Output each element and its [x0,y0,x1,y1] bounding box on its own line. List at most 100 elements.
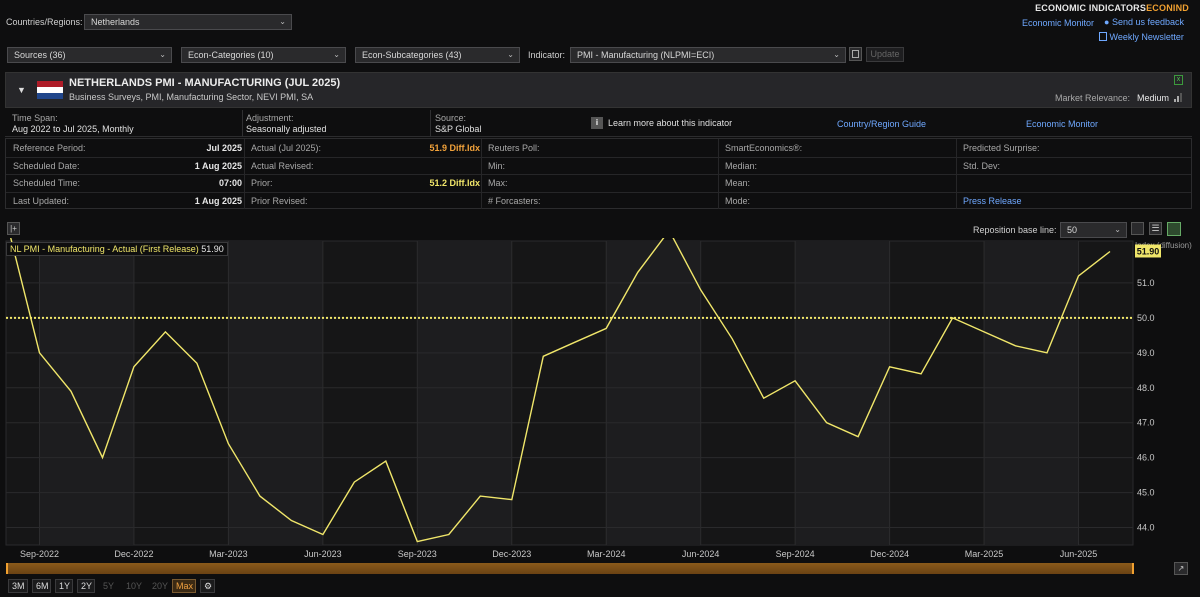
app-title-main: ECONOMIC INDICATORS [1035,3,1147,13]
chevron-down-icon: ⌄ [333,50,340,59]
y-tick-label: 47.0 [1137,418,1155,428]
table-cell-label: Reuters Poll: [488,143,540,153]
timeframe-button-5y[interactable]: 5Y [103,581,115,591]
table-row-divider [6,174,1191,175]
last-value-flag [1135,244,1161,258]
relevance-bar [1180,93,1182,102]
grid-band [39,241,134,545]
sources-select[interactable]: Sources (36) ⌄ [7,47,172,63]
econ-subcategories-value: Econ-Subcategories (43) [362,50,462,60]
table-cell-label: Last Updated: [13,195,70,206]
series-line [10,238,1111,543]
table-cell-value: 1 Aug 2025 [194,195,242,206]
grid-band [417,241,512,545]
country-select-value: Netherlands [91,17,140,27]
x-tick-label: Sep-2023 [398,549,437,559]
flag-stripe-red [37,81,63,87]
relevance-bar [1174,99,1176,102]
baseline-label: Reposition base line: [973,225,1057,235]
table-cell-label: Scheduled Date: [13,160,80,171]
baseline-select[interactable]: 50 ⌄ [1060,222,1127,238]
calendar-icon-button[interactable] [849,47,862,61]
collapse-triangle-icon[interactable]: ▼ [17,85,26,95]
gear-icon[interactable]: ⚙ [200,579,215,593]
economic-monitor-link[interactable]: Economic Monitor [1022,18,1095,28]
legend-series-name: NL PMI - Manufacturing - Actual (First R… [10,244,199,254]
chevron-down-icon: ⌄ [1114,225,1121,234]
timeframe-button-6m[interactable]: 6M [32,579,51,593]
press-release-link[interactable]: Press Release [963,195,1022,206]
excel-icon[interactable]: x [1174,75,1183,85]
pmi-line-chart[interactable]: Sep-2022 Dec-2022 Mar-2023 Jun-2023 Sep-2023… [0,238,1200,564]
flag-stripe-white [37,87,63,93]
last-value-label: 51.90 [1137,246,1160,256]
table-cell-label: Median: [725,160,758,171]
x-tick-label: Jun-2024 [682,549,720,559]
table-view-icon[interactable]: ☰ [1149,222,1162,235]
app-title-accent: ECONIND [1146,3,1189,13]
x-tick-label: Dec-2022 [114,549,153,559]
feedback-link-label: Send us feedback [1111,17,1185,27]
x-tick-label: Mar-2024 [587,549,626,559]
y-tick-label: 46.0 [1137,453,1155,463]
country-guide-link[interactable]: Country/Region Guide [837,119,927,129]
reset-zoom-icon[interactable]: ↗ [1174,562,1188,575]
econ-categories-select[interactable]: Econ-Categories (10) ⌄ [181,47,346,63]
chat-icon: ● [1104,17,1110,27]
country-select[interactable]: Netherlands ⌄ [84,14,292,30]
indicator-label: Indicator: [528,50,566,60]
indicator-title: NETHERLANDS PMI - MANUFACTURING (JUL 202… [69,77,341,89]
info-icon[interactable]: i [591,117,603,129]
grid-band [228,241,323,545]
data-table: Reference Period: Jul 2025 Actual (Jul 202… [5,138,1192,209]
table-cell-value: 1 Aug 2025 [194,160,242,171]
newsletter-link[interactable]: Weekly Newsletter [1099,32,1184,42]
range-navigator[interactable] [6,563,1134,574]
info-row: Time Span: Aug 2022 to Jul 2025, Monthly… [5,110,1192,137]
feedback-link[interactable]: ● Send us feedback [1104,17,1184,27]
chevron-down-icon: ⌄ [833,50,840,59]
x-tick-label: Dec-2023 [492,549,531,559]
table-cell-value: Jul 2025 [206,143,242,153]
timeframe-button-1y[interactable]: 1Y [55,579,73,593]
line-chart-view-icon[interactable] [1131,222,1144,235]
table-col-divider [956,139,957,209]
expand-panel-button[interactable]: |+ [7,222,20,235]
source-label: Source: [435,113,467,123]
update-button[interactable]: Update [866,47,904,62]
document-icon [1099,32,1107,41]
table-row-divider [6,156,1191,158]
grid-band [795,241,890,545]
x-tick-label: Dec-2024 [870,549,909,559]
calendar-icon [852,50,859,58]
table-cell-label: Prior Revised: [251,195,308,206]
table-cell-label: Mean: [725,178,751,188]
econ-categories-value: Econ-Categories (10) [188,50,274,60]
timeframe-button-20y[interactable]: 20Y [152,581,169,591]
indicator-select[interactable]: PMI - Manufacturing (NLPMI=ECI) ⌄ [570,47,846,63]
bar-chart-view-icon[interactable] [1167,222,1181,236]
x-tick-label: Mar-2023 [209,549,248,559]
baseline-select-value: 50 [1067,225,1078,235]
sources-select-value: Sources (36) [14,50,66,60]
y-tick-label: 44.0 [1137,523,1155,533]
table-cell-label: Actual Revised: [251,160,314,171]
countries-label: Countries/Regions: [6,17,83,27]
info-economic-monitor-link[interactable]: Economic Monitor [1026,119,1099,129]
chevron-down-icon: ⌄ [159,50,166,59]
adjustment-value: Seasonally adjusted [246,124,327,134]
x-tick-label: Mar-2025 [965,549,1004,559]
table-cell-label: Scheduled Time: [13,178,81,188]
chevron-down-icon: ⌄ [279,17,286,26]
timeframe-button-2y[interactable]: 2Y [77,579,95,593]
table-row-divider [6,191,1191,193]
netherlands-flag-icon [37,81,63,99]
y-tick-label: 48.0 [1137,383,1155,393]
econ-subcategories-select[interactable]: Econ-Subcategories (43) ⌄ [355,47,520,63]
learn-more-link[interactable]: Learn more about this indicator [608,118,733,128]
timeframe-button-max[interactable]: Max [172,579,196,593]
timeframe-button-3m[interactable]: 3M [8,579,28,593]
legend-series-value: 51.90 [201,244,224,254]
timeframe-button-10y[interactable]: 10Y [126,581,143,591]
flag-stripe-blue [37,93,63,99]
